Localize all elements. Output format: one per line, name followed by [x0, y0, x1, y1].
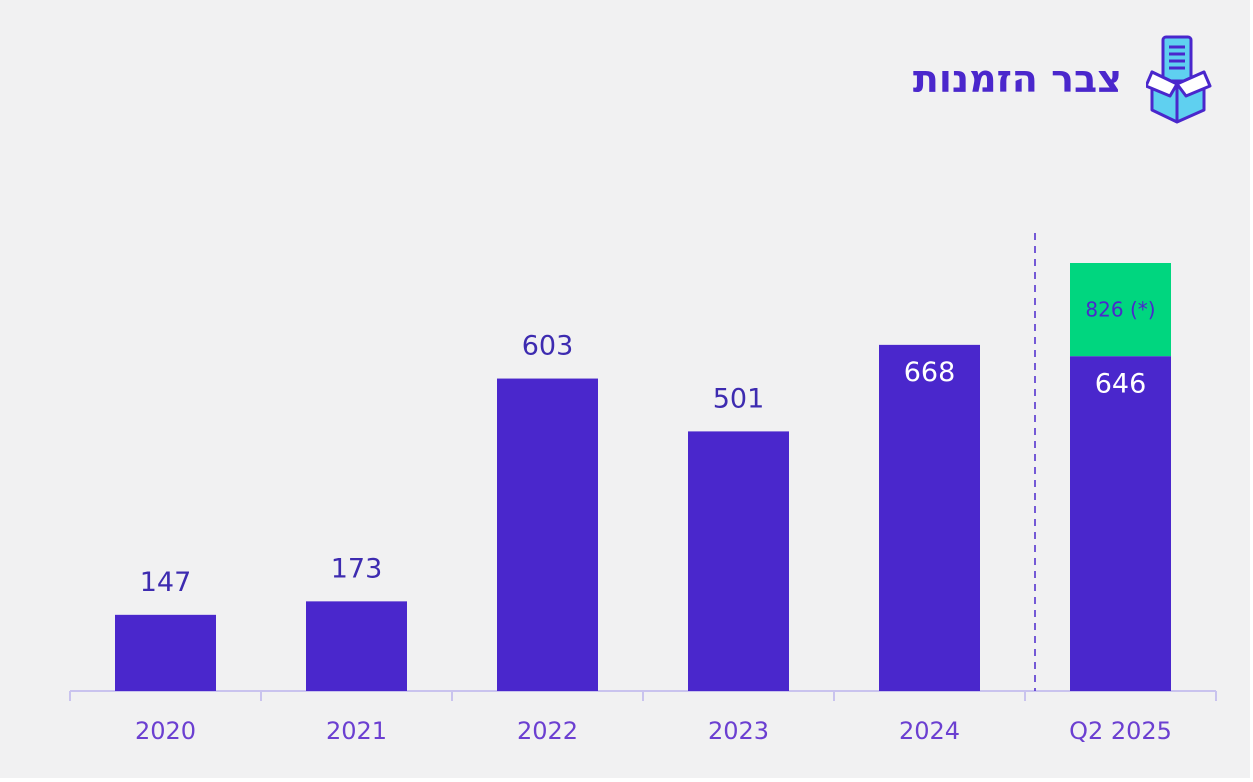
data-label: 501: [713, 383, 765, 414]
bar: [1070, 356, 1171, 691]
data-label: 646: [1095, 368, 1147, 399]
bar: [879, 344, 980, 691]
bar-segment-total: [1070, 263, 1171, 357]
open-box-with-document-icon: [1144, 34, 1212, 124]
x-tick-label: Q2 2025: [1069, 717, 1172, 745]
bar: [497, 378, 598, 691]
data-label: 668: [904, 357, 956, 388]
chart-header: צבר הזמנות: [913, 34, 1212, 124]
x-tick-label: 2023: [708, 717, 769, 745]
bar: [306, 601, 407, 691]
bar: [688, 431, 789, 691]
data-label: 147: [140, 567, 192, 598]
x-tick-label: 2022: [517, 717, 578, 745]
x-tick-label: 2020: [135, 717, 196, 745]
x-tick-label: 2021: [326, 717, 387, 745]
bar: [115, 614, 216, 691]
data-label: 603: [522, 331, 574, 362]
data-label-total: 826 (*): [1085, 298, 1155, 322]
data-label: 173: [331, 553, 383, 584]
x-tick-label: 2024: [899, 717, 960, 745]
chart-title: צבר הזמנות: [912, 57, 1122, 101]
